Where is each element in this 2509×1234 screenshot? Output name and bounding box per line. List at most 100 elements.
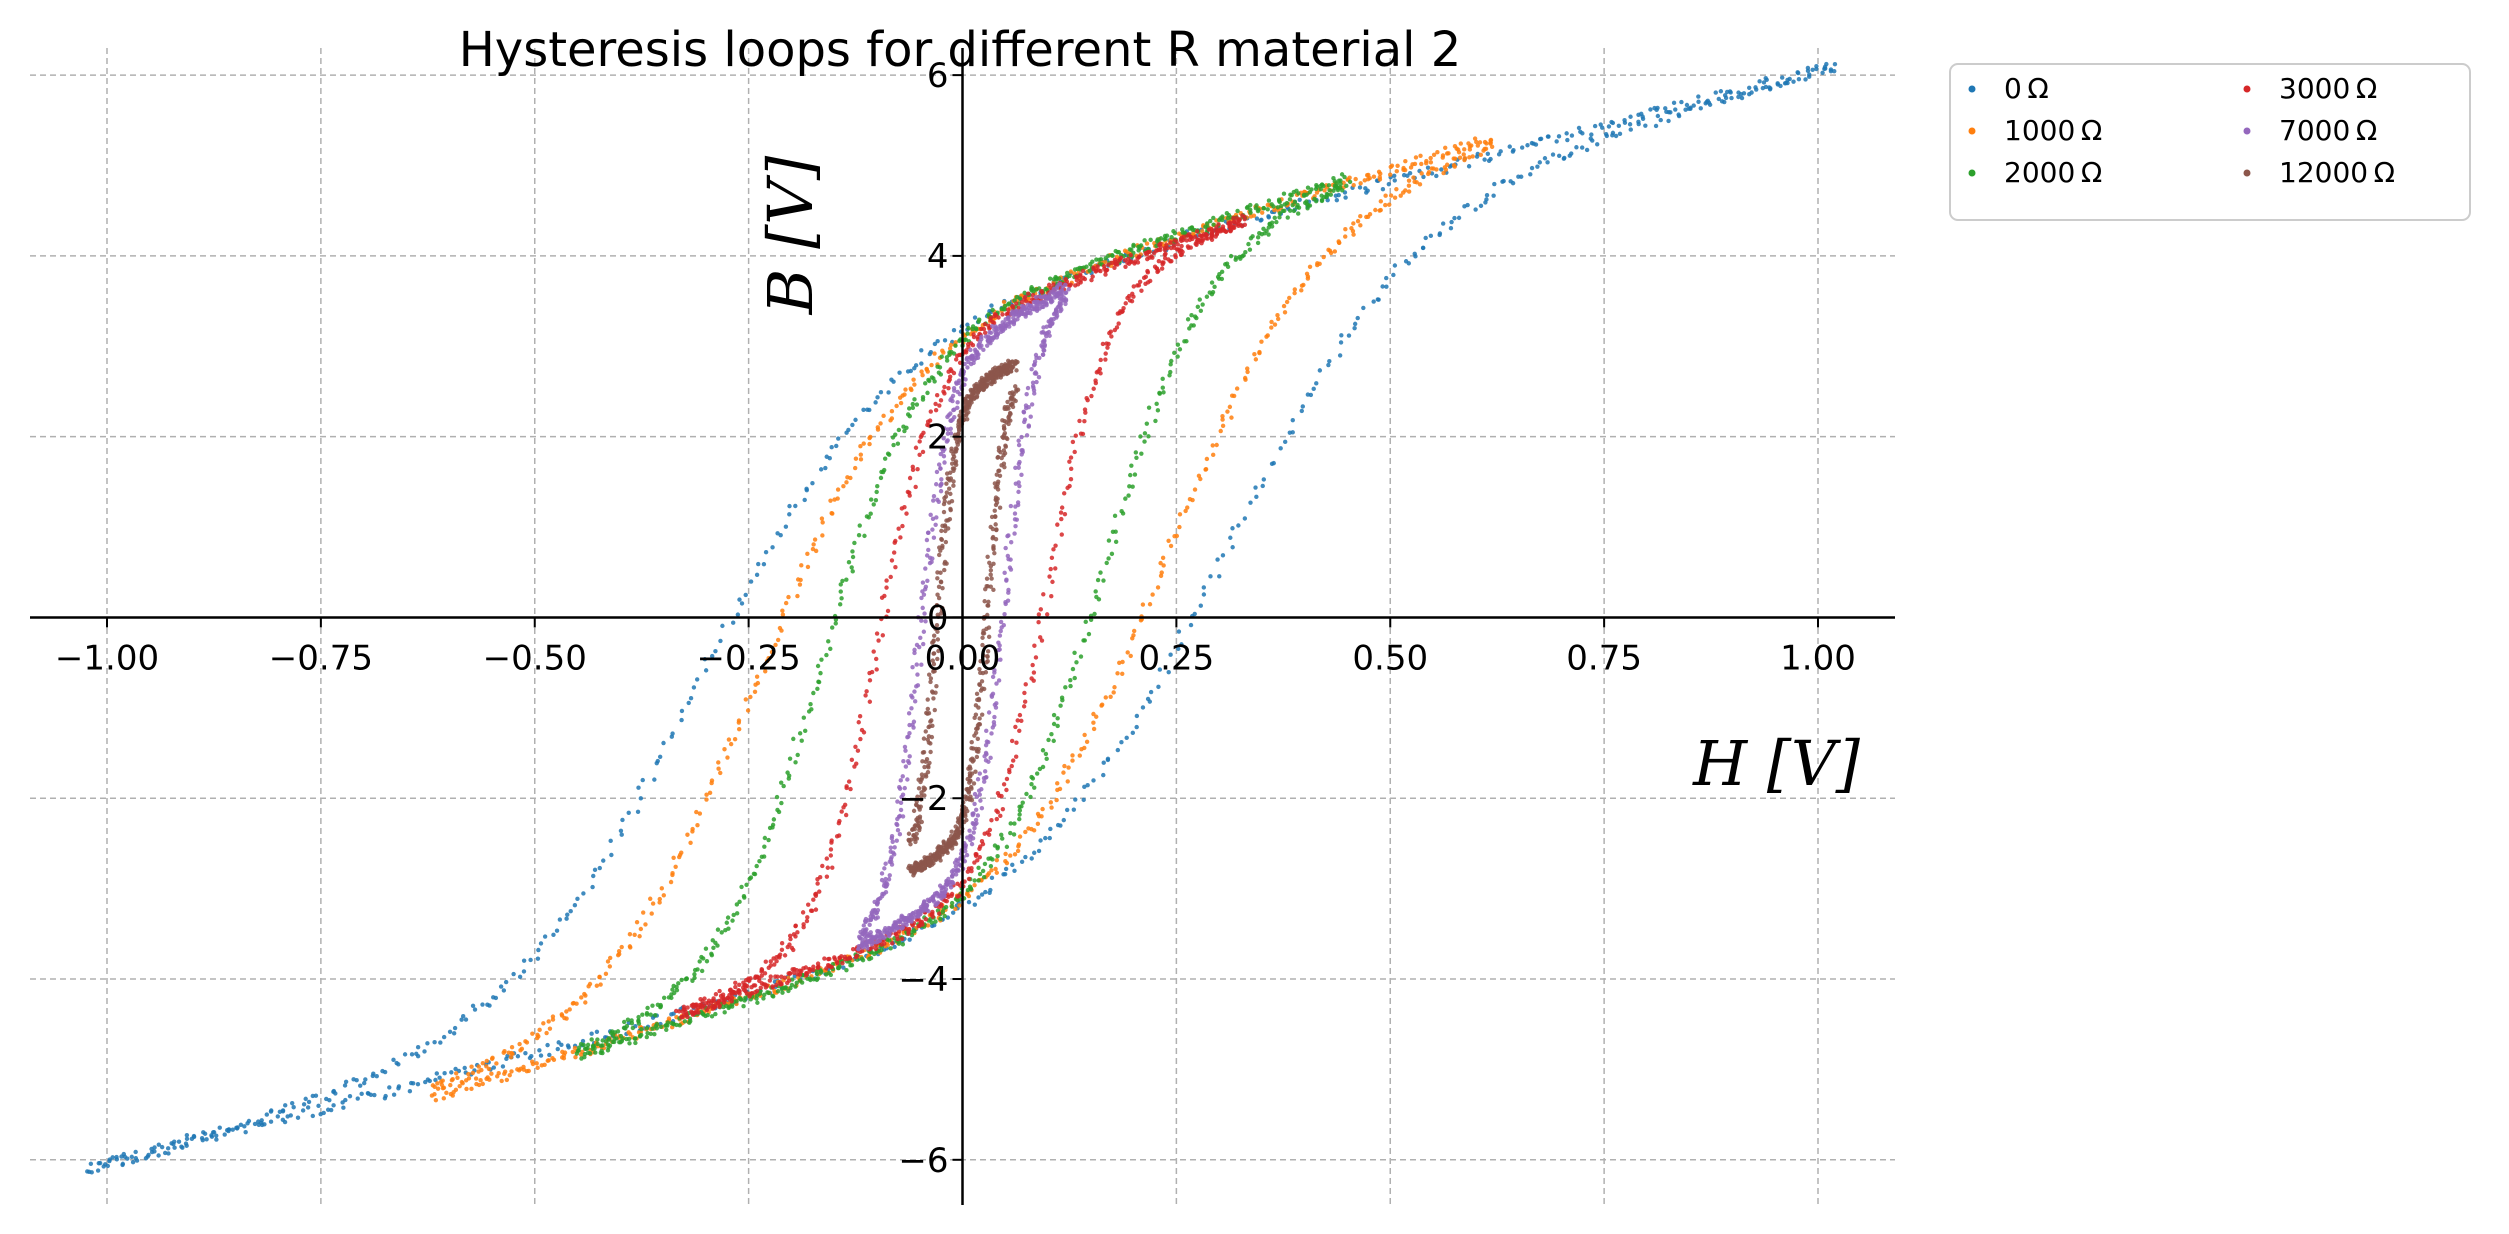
data-point — [1269, 461, 1275, 466]
data-point — [1053, 543, 1058, 548]
data-point — [967, 778, 973, 783]
data-point — [906, 929, 911, 934]
data-point — [778, 981, 783, 987]
data-point — [632, 1036, 638, 1041]
data-point — [530, 1031, 535, 1036]
data-point — [927, 560, 933, 566]
data-point — [1162, 247, 1168, 253]
data-point — [889, 409, 895, 414]
data-point — [515, 1054, 521, 1059]
data-point — [930, 516, 936, 522]
data-point — [484, 1064, 489, 1069]
data-point — [912, 929, 917, 934]
data-point — [842, 956, 848, 962]
data-point — [854, 953, 860, 958]
data-point — [1059, 695, 1065, 700]
data-point — [444, 1090, 449, 1095]
data-point — [1008, 830, 1013, 836]
data-point — [853, 456, 859, 461]
data-point — [934, 392, 940, 398]
data-point — [770, 984, 775, 989]
data-point — [1003, 444, 1009, 449]
data-point — [570, 1049, 576, 1055]
data-point — [902, 744, 908, 750]
data-point — [947, 478, 952, 483]
data-point — [913, 445, 919, 450]
data-point — [1082, 638, 1087, 643]
data-point — [853, 744, 858, 749]
data-point — [919, 369, 924, 374]
data-point — [447, 1029, 453, 1034]
data-point — [975, 813, 981, 818]
data-point — [654, 760, 659, 766]
data-point — [542, 1062, 547, 1067]
data-point — [862, 533, 867, 539]
data-point — [526, 1068, 531, 1074]
data-point — [1367, 175, 1372, 181]
data-point — [939, 354, 944, 359]
data-point — [1002, 871, 1008, 877]
data-point — [988, 863, 994, 869]
data-point — [811, 964, 816, 969]
data-point — [1305, 276, 1311, 281]
data-point — [858, 457, 864, 462]
data-point — [683, 976, 689, 982]
data-point — [748, 875, 754, 880]
data-point — [1017, 808, 1023, 813]
data-point — [871, 502, 876, 507]
data-point — [924, 537, 930, 543]
data-point — [971, 830, 976, 835]
data-point — [1055, 723, 1060, 729]
data-point — [967, 828, 972, 833]
data-point — [1485, 151, 1491, 157]
data-point — [1040, 352, 1046, 358]
data-point — [840, 960, 845, 966]
data-point — [1022, 699, 1028, 704]
data-point — [572, 902, 578, 908]
data-point — [679, 977, 684, 983]
data-point — [997, 793, 1002, 798]
data-point — [729, 999, 734, 1004]
data-point — [969, 869, 974, 874]
data-point — [1091, 726, 1097, 732]
data-point — [1452, 215, 1457, 221]
data-point — [586, 984, 591, 989]
data-point — [402, 1052, 408, 1057]
data-point — [635, 809, 641, 815]
data-point — [994, 857, 1000, 863]
data-point — [1144, 421, 1150, 426]
data-point — [1166, 669, 1171, 675]
data-point — [1117, 660, 1122, 666]
data-point — [919, 662, 924, 667]
data-point — [928, 719, 933, 724]
data-point — [657, 896, 662, 902]
data-point — [1336, 240, 1342, 245]
data-point — [1012, 511, 1018, 516]
data-point — [752, 689, 758, 694]
data-point — [1135, 260, 1141, 265]
data-point — [1363, 186, 1368, 191]
data-point — [743, 592, 748, 598]
data-point — [606, 1036, 611, 1041]
data-point — [1395, 163, 1400, 168]
data-point — [1383, 202, 1388, 208]
data-point — [1443, 145, 1448, 150]
data-point — [1131, 633, 1136, 638]
data-point — [1139, 288, 1144, 293]
data-point — [1425, 165, 1431, 170]
data-point — [1220, 553, 1226, 558]
data-point — [906, 711, 912, 716]
data-point — [640, 777, 645, 783]
data-point — [1388, 193, 1394, 198]
data-point — [1266, 198, 1272, 203]
data-point — [394, 1060, 399, 1066]
data-point — [857, 714, 863, 719]
data-point — [169, 1141, 174, 1146]
data-point — [1461, 152, 1466, 157]
data-point — [517, 974, 523, 980]
data-point — [1229, 415, 1234, 420]
data-point — [1260, 483, 1265, 489]
data-point — [313, 1093, 319, 1098]
data-point — [814, 969, 819, 974]
data-point — [823, 465, 828, 471]
